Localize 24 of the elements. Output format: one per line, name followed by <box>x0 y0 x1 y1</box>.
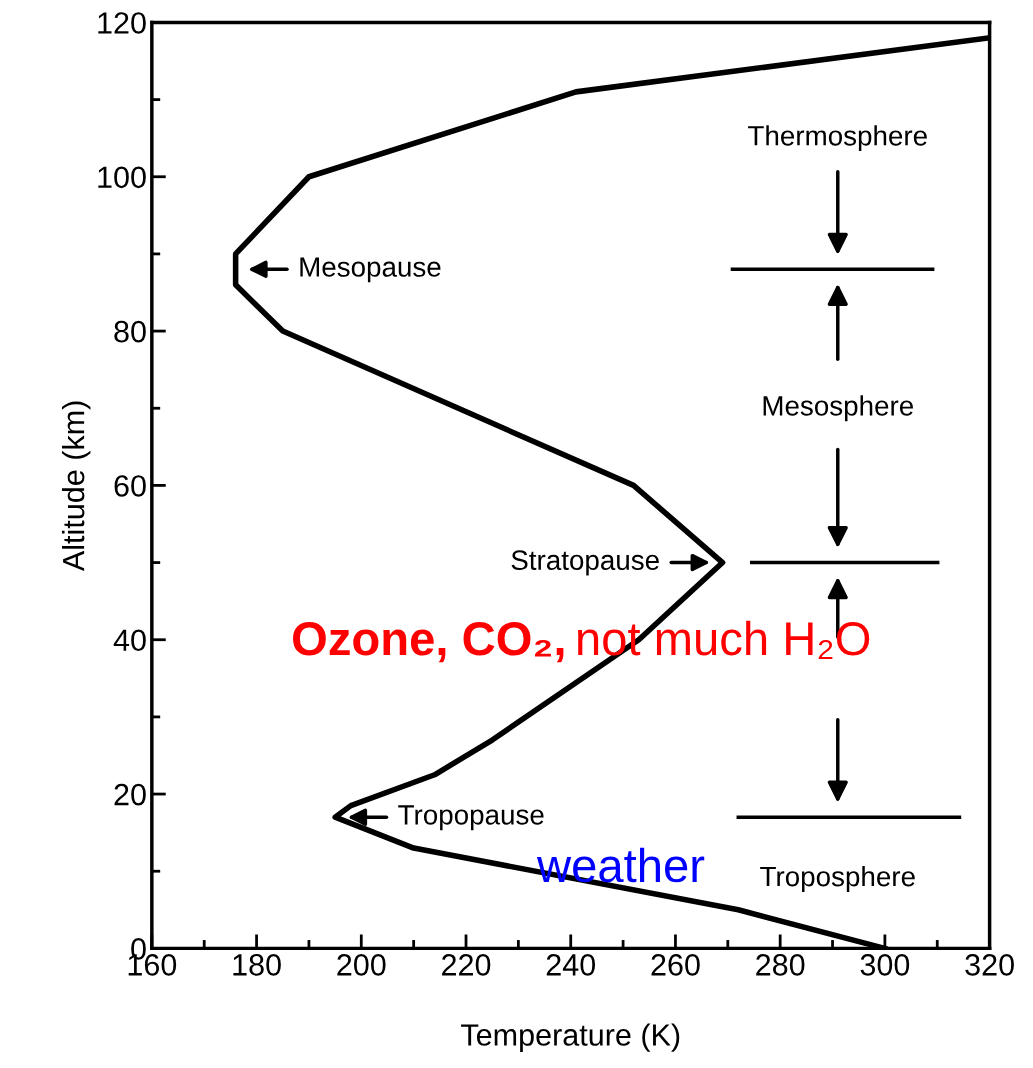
x-tick-label: 220 <box>442 954 491 976</box>
x-tick-label: 180 <box>233 954 281 976</box>
y-tick-label: 20 <box>114 783 146 806</box>
y-tick-label: 60 <box>114 475 146 497</box>
y-tick-label: 100 <box>98 166 146 189</box>
annotation: Troposphere <box>760 865 915 892</box>
x-tick-label: 260 <box>651 954 700 976</box>
x-tick-label: 240 <box>546 954 596 976</box>
annotation: Mesopause <box>300 257 441 283</box>
annotation: Tropopause <box>398 805 544 831</box>
y-tick-label: 40 <box>113 629 146 652</box>
annotation: weather <box>536 847 705 883</box>
annotation: Mesosphere <box>763 395 913 422</box>
annotation: Stratopause <box>511 550 659 576</box>
annotation: Ozone, CO₂, <box>293 622 564 663</box>
x-tick-label: 280 <box>756 954 805 976</box>
x-tick-label: 320 <box>965 954 1014 976</box>
x-axis-title: Temperature (K) <box>461 1023 680 1052</box>
y-tick-label: 120 <box>98 12 146 34</box>
annotation: Thermosphere <box>748 125 927 152</box>
x-tick-label: 200 <box>337 954 386 976</box>
x-tick-label: 300 <box>860 954 910 976</box>
y-axis-title: Altitude (km) <box>61 401 91 572</box>
y-tick-label: 80 <box>114 320 146 343</box>
